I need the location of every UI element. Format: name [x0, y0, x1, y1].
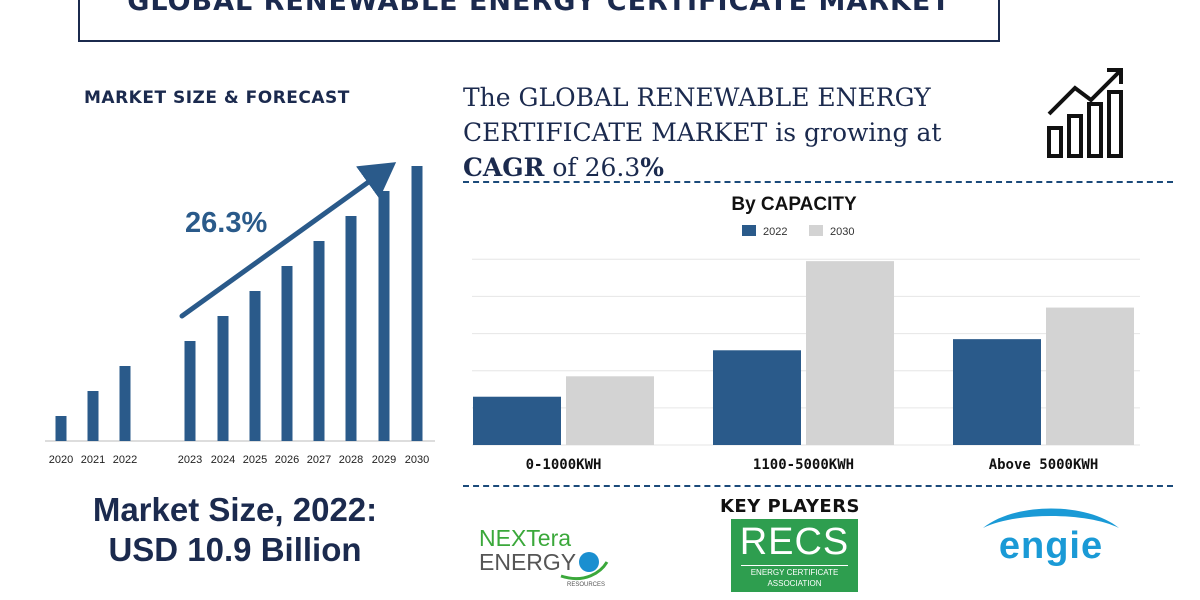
forecast-tick-2026: 2026 [275, 454, 299, 466]
divider-top [463, 181, 1173, 183]
market-size-line-1: Market Size, 2022: [92, 491, 378, 528]
capacity-bar-2022-1 [713, 350, 801, 445]
forecast-tick-2025: 2025 [243, 454, 267, 466]
capacity-category-label: 1100-5000KWH [753, 457, 854, 473]
forecast-tick-2030: 2030 [405, 454, 429, 466]
capacity-bar-2030-2 [1046, 307, 1134, 445]
nextera-logo-line-2: ENERGY [479, 549, 576, 575]
forecast-tick-2024: 2024 [211, 454, 235, 466]
nextera-energy-logo: NEXTera ENERGY RESOURCES [479, 525, 609, 588]
forecast-tick-2022: 2022 [113, 454, 137, 466]
forecast-tick-2029: 2029 [372, 454, 396, 466]
forecast-tick-2028: 2028 [339, 454, 363, 466]
nextera-logo-sub: RESOURCES [567, 582, 605, 588]
recs-logo-main: RECS [739, 521, 850, 563]
headline-cagr-of: of 26.3 [544, 153, 641, 182]
forecast-bar-2027 [313, 241, 325, 441]
capacity-bar-2030-1 [806, 261, 894, 445]
market-size-line-2: USD 10.9 Billion [108, 531, 362, 568]
forecast-bar-2028 [345, 216, 357, 441]
forecast-bar-2024 [217, 316, 229, 441]
page-title: GLOBAL RENEWABLE ENERGY CERTIFICATE MARK… [127, 0, 951, 17]
cagr-annotation: 26.3% [185, 207, 267, 239]
recs-logo-sub-1: ENERGY CERTIFICATE [750, 568, 839, 577]
market-size-forecast-heading: MARKET SIZE & FORECAST [84, 88, 350, 108]
capacity-bar-2030-0 [566, 376, 654, 445]
forecast-tick-2020: 2020 [49, 454, 73, 466]
engie-logo-text: engie [999, 525, 1103, 567]
recs-logo-divider [741, 565, 848, 566]
engie-logo: engie [983, 508, 1119, 567]
forecast-bar-2029 [378, 191, 390, 441]
legend-label-2030: 2030 [830, 226, 854, 238]
market-size-callout: Market Size, 2022: USD 10.9 Billion [55, 490, 415, 570]
legend-swatch-2030 [809, 225, 823, 236]
headline-line-2: CERTIFICATE MARKET is growing at [463, 118, 942, 147]
title-box: GLOBAL RENEWABLE ENERGY CERTIFICATE MARK… [78, 0, 1000, 42]
headline: The GLOBAL RENEWABLE ENERGY CERTIFICATE … [463, 80, 1023, 185]
divider-bottom [463, 485, 1173, 487]
forecast-tick-2027: 2027 [307, 454, 331, 466]
key-players-heading: KEY PLAYERS [719, 496, 861, 517]
recs-logo: RECS ENERGY CERTIFICATE ASSOCIATION [731, 519, 858, 592]
headline-cagr-percent: % [640, 153, 665, 182]
capacity-legend: 2022 2030 [742, 225, 854, 238]
headline-line-1: The GLOBAL RENEWABLE ENERGY [463, 83, 931, 112]
forecast-chart: 2020 2021 2022 2023 2024 2025 2026 2027 2028 2029… [45, 162, 435, 466]
nextera-logo-line-1: NEXTera [479, 525, 571, 551]
forecast-bar-2030 [411, 166, 423, 441]
bar-chart-growth-icon [1047, 68, 1123, 158]
forecast-bar-2020 [55, 416, 67, 441]
capacity-bar-2022-0 [473, 396, 561, 445]
forecast-bar-2021 [87, 391, 99, 441]
legend-label-2022: 2022 [763, 226, 787, 238]
nextera-globe-icon [579, 552, 599, 572]
forecast-bar-2023 [184, 341, 196, 441]
recs-logo-sub-2: ASSOCIATION [767, 579, 822, 588]
forecast-bar-2026 [281, 266, 293, 441]
capacity-chart-title: By CAPACITY [731, 194, 857, 215]
capacity-category-label: Above 5000KWH [989, 457, 1099, 473]
capacity-chart: By CAPACITY 2022 2030 0-1000KWH 1100-5000K… [472, 194, 1140, 473]
capacity-bar-2022-2 [953, 339, 1041, 445]
capacity-category-label: 0-1000KWH [526, 457, 602, 473]
headline-cagr-word: CAGR [463, 153, 545, 182]
headline-line-3: CAGR of 26.3% [463, 150, 1023, 185]
arrow-up-right-icon [179, 162, 397, 319]
forecast-tick-2023: 2023 [178, 454, 202, 466]
forecast-bar-2025 [249, 291, 261, 441]
legend-swatch-2022 [742, 225, 756, 236]
forecast-bar-2022 [119, 366, 131, 441]
forecast-tick-2021: 2021 [81, 454, 105, 466]
